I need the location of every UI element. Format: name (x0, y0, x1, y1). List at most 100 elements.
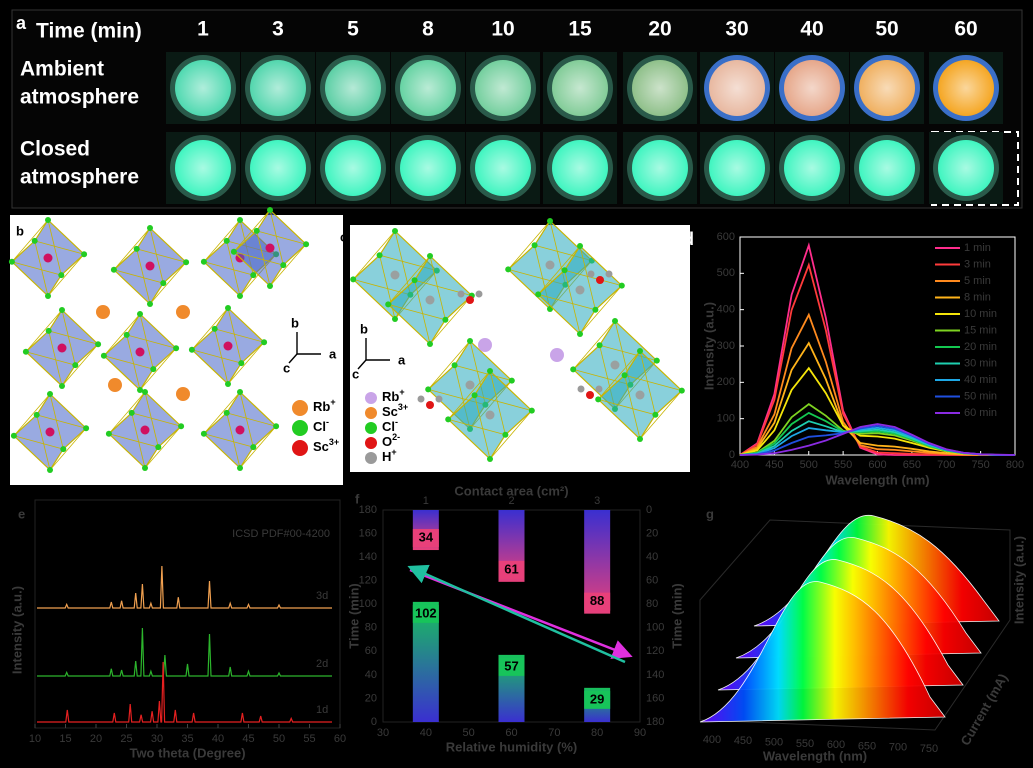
cl-atom (442, 316, 449, 323)
rb-atom (478, 338, 492, 352)
cl-atom (237, 465, 243, 471)
octahedron-edge (227, 307, 242, 364)
value-label: 57 (504, 658, 518, 673)
pattern-label: 2d (316, 658, 328, 670)
octahedron-edge (149, 261, 187, 305)
legend-sup: 3+ (329, 437, 339, 447)
center-atom (57, 343, 67, 353)
center-atom (45, 427, 55, 437)
center-atom (610, 360, 620, 370)
y-tick-label: 20 (365, 692, 377, 704)
cl-atom (392, 228, 398, 234)
cl-atom (596, 342, 603, 349)
x-tick-label: 50 (273, 733, 285, 745)
box-frame (699, 519, 1011, 731)
legend-label: Rb+ (313, 397, 336, 414)
octahedron-edge (226, 240, 241, 297)
sample-glow (784, 140, 840, 196)
cl-atom (273, 423, 280, 430)
time-label: 1 (197, 18, 209, 41)
legend-label: Sc3+ (313, 437, 339, 454)
cl-atom (58, 272, 65, 279)
cl-atom (618, 282, 625, 289)
cl-atom (250, 444, 257, 451)
octahedron-edge (36, 414, 51, 471)
legend-label: 10 min (964, 308, 997, 320)
octahedron-edge (489, 410, 533, 460)
legend-text: O (382, 434, 392, 449)
cl-atom (223, 237, 230, 244)
octahedron-edge (11, 219, 49, 263)
cl-atom (142, 465, 148, 471)
y2-tick-label: 60 (646, 575, 658, 587)
cl-atom (411, 277, 418, 284)
x-tick-label: 60 (505, 727, 517, 739)
cl-atom (45, 217, 51, 223)
sample-glow (859, 140, 915, 196)
value-label: 29 (590, 691, 604, 706)
x-tick-label: 60 (334, 733, 346, 745)
cl-atom (47, 391, 53, 397)
center-atom (575, 285, 585, 295)
octahedron-edge (113, 269, 164, 284)
x-tick-label: 450 (734, 735, 752, 747)
cl-atom (595, 396, 602, 403)
cl-atom (487, 456, 493, 462)
octahedron-edge (136, 248, 151, 305)
cl-atom (147, 301, 153, 307)
x-tick-label: 45 (242, 733, 254, 745)
cl-atom (83, 425, 90, 432)
h-atom (417, 395, 425, 403)
cl-atom (150, 366, 157, 373)
cl-atom (72, 362, 79, 369)
legend-sup: + (391, 447, 396, 457)
octahedron-edge (537, 245, 581, 295)
xrd-pattern (37, 565, 332, 609)
x-tick-label: 20 (90, 733, 102, 745)
octahedron-edge (49, 393, 64, 450)
octahedron-edge (256, 230, 307, 245)
legend-text: Rb (382, 389, 399, 404)
center-atom (390, 270, 400, 280)
legend-label: 40 min (964, 374, 997, 386)
octahedron-edge (564, 269, 622, 286)
time-label: 30 (725, 18, 748, 41)
x2-tick-label: 1 (423, 495, 429, 507)
octahedron-edge (572, 320, 616, 370)
cl-atom (178, 423, 185, 430)
legend-text: H (382, 449, 391, 464)
cl-atom (59, 307, 65, 313)
y-tick-label: 80 (365, 622, 377, 634)
y-tick-label: 300 (717, 340, 735, 352)
h-atom (435, 395, 443, 403)
cl-atom (137, 387, 143, 393)
axis-name: c (283, 360, 290, 375)
octahedron-edge (103, 313, 141, 357)
sample-glow (475, 60, 531, 116)
row-label: Ambient (20, 58, 104, 81)
x-tick-label: 55 (303, 733, 315, 745)
octahedron-edge (474, 395, 491, 460)
sample-glow (784, 60, 840, 116)
pattern-label: 1d (316, 704, 328, 716)
cl-atom (142, 389, 148, 395)
cl-atom (592, 306, 599, 313)
time-label: 15 (568, 18, 592, 41)
legend-label: O2- (382, 432, 400, 449)
legend-sup: + (399, 387, 404, 397)
y-tick-label: 100 (359, 598, 377, 610)
axis-name: a (398, 352, 406, 367)
cl-atom (350, 276, 357, 283)
sample-glow (552, 140, 608, 196)
legend-label: Cl- (313, 417, 329, 434)
y2-tick-label: 80 (646, 598, 658, 610)
cl-atom (237, 389, 243, 395)
panel-label: g (706, 506, 714, 521)
octahedron-edge (269, 243, 307, 287)
legend-atom (365, 437, 377, 449)
value-label-bg (584, 592, 611, 611)
y-tick-label: 40 (365, 669, 377, 681)
cl-atom (133, 245, 140, 252)
octahedron-edge (507, 220, 551, 270)
